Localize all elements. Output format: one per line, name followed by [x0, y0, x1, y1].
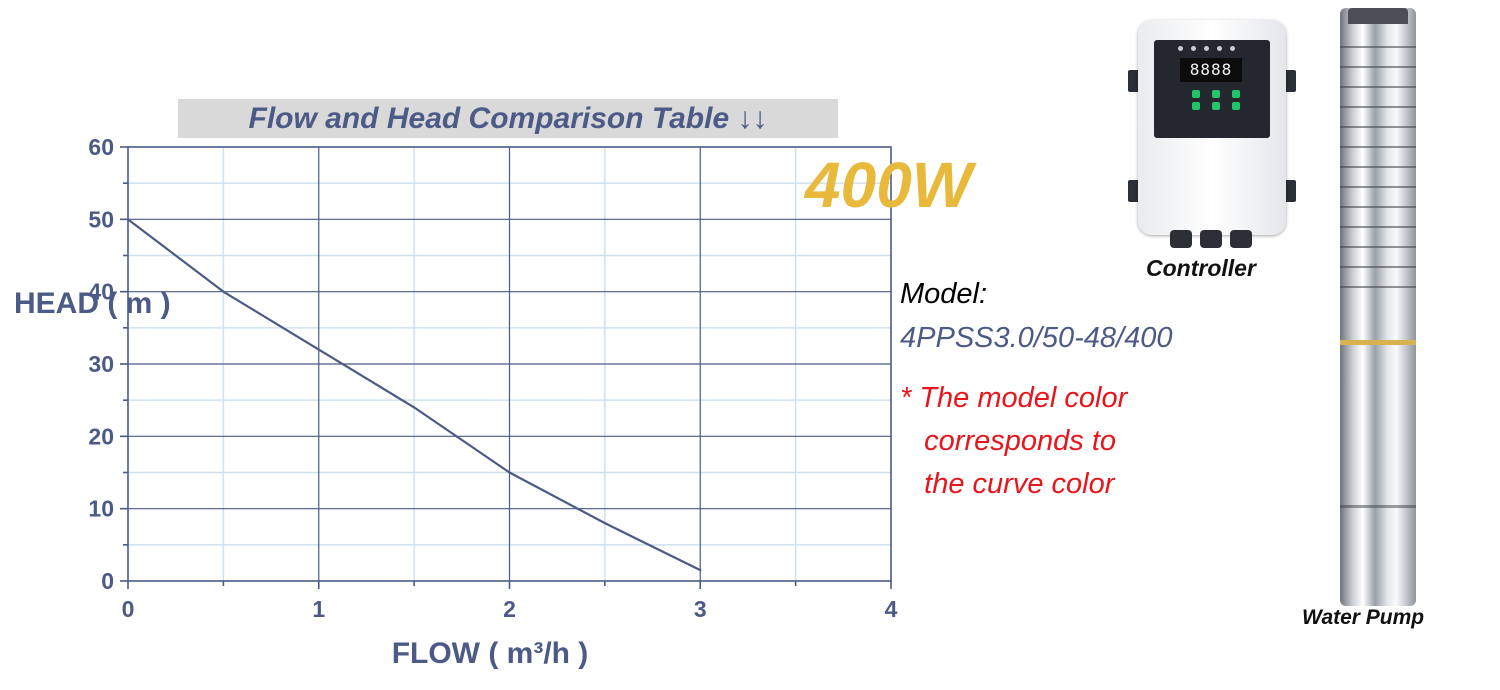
pump-stage-rings [1340, 28, 1416, 296]
y-tick-label: 10 [88, 496, 114, 522]
mount-bracket [1284, 180, 1296, 202]
model-value: 4PPSS3.0/50-48/400 [900, 322, 1173, 354]
controller-panel [1154, 40, 1270, 138]
y-tick-label: 40 [88, 279, 114, 305]
curve-point [413, 406, 416, 409]
tick-labels: 0 10 20 30 40 50 60 0 1 2 3 4 [88, 134, 897, 622]
y-tick-label: 0 [101, 568, 114, 594]
status-led [1191, 46, 1196, 51]
power-rating: 400W [805, 149, 973, 221]
x-tick-label: 4 [885, 596, 898, 622]
curve-point [699, 569, 702, 572]
color-note: * The model color corresponds to the cur… [900, 382, 1128, 500]
cable-gland [1200, 230, 1222, 248]
controller-image: 8888 [1122, 20, 1302, 250]
mount-bracket [1284, 70, 1296, 92]
series-group [126, 218, 702, 572]
controller-button [1232, 102, 1240, 110]
status-led [1217, 46, 1222, 51]
cable-gland [1230, 230, 1252, 248]
status-led [1230, 46, 1235, 51]
curve-point [603, 522, 606, 525]
status-leds [1178, 46, 1250, 52]
pump-gold-band [1340, 340, 1416, 345]
major-gridlines [128, 147, 891, 581]
y-tick-label: 60 [88, 134, 114, 160]
curve-point [317, 348, 320, 351]
controller-button [1212, 90, 1220, 98]
curve-point [222, 290, 225, 293]
x-tick-label: 3 [694, 596, 707, 622]
x-tick-label: 0 [122, 596, 135, 622]
x-axis-label: FLOW ( m³/h ) [391, 637, 589, 670]
controller-display: 8888 [1180, 58, 1242, 82]
status-led [1204, 46, 1209, 51]
y-tick-label: 30 [88, 351, 114, 377]
cable-gland [1170, 230, 1192, 248]
pump-top-cap [1348, 8, 1408, 24]
controller-button [1192, 102, 1200, 110]
mount-bracket [1128, 70, 1140, 92]
controller-button [1212, 102, 1220, 110]
controller-button [1192, 90, 1200, 98]
y-axis-label: HEAD ( m ) [14, 287, 171, 320]
y-tick-label: 20 [88, 423, 114, 449]
chart-title: Flow and Head Comparison Table ↓↓ [248, 102, 768, 135]
x-tick-label: 1 [312, 596, 325, 622]
curve-point [508, 471, 511, 474]
x-tick-label: 2 [503, 596, 516, 622]
status-led [1178, 46, 1183, 51]
model-label: Model: [900, 278, 988, 310]
pump-caption: Water Pump [1302, 606, 1425, 629]
controller-caption: Controller [1146, 255, 1256, 281]
chart-title-background [178, 99, 838, 138]
curve-point [126, 218, 130, 221]
controller-button [1232, 90, 1240, 98]
y-tick-label: 50 [88, 206, 114, 232]
pump-motor-seam [1340, 505, 1416, 508]
chart-axes [120, 146, 892, 589]
mount-bracket [1128, 180, 1140, 202]
